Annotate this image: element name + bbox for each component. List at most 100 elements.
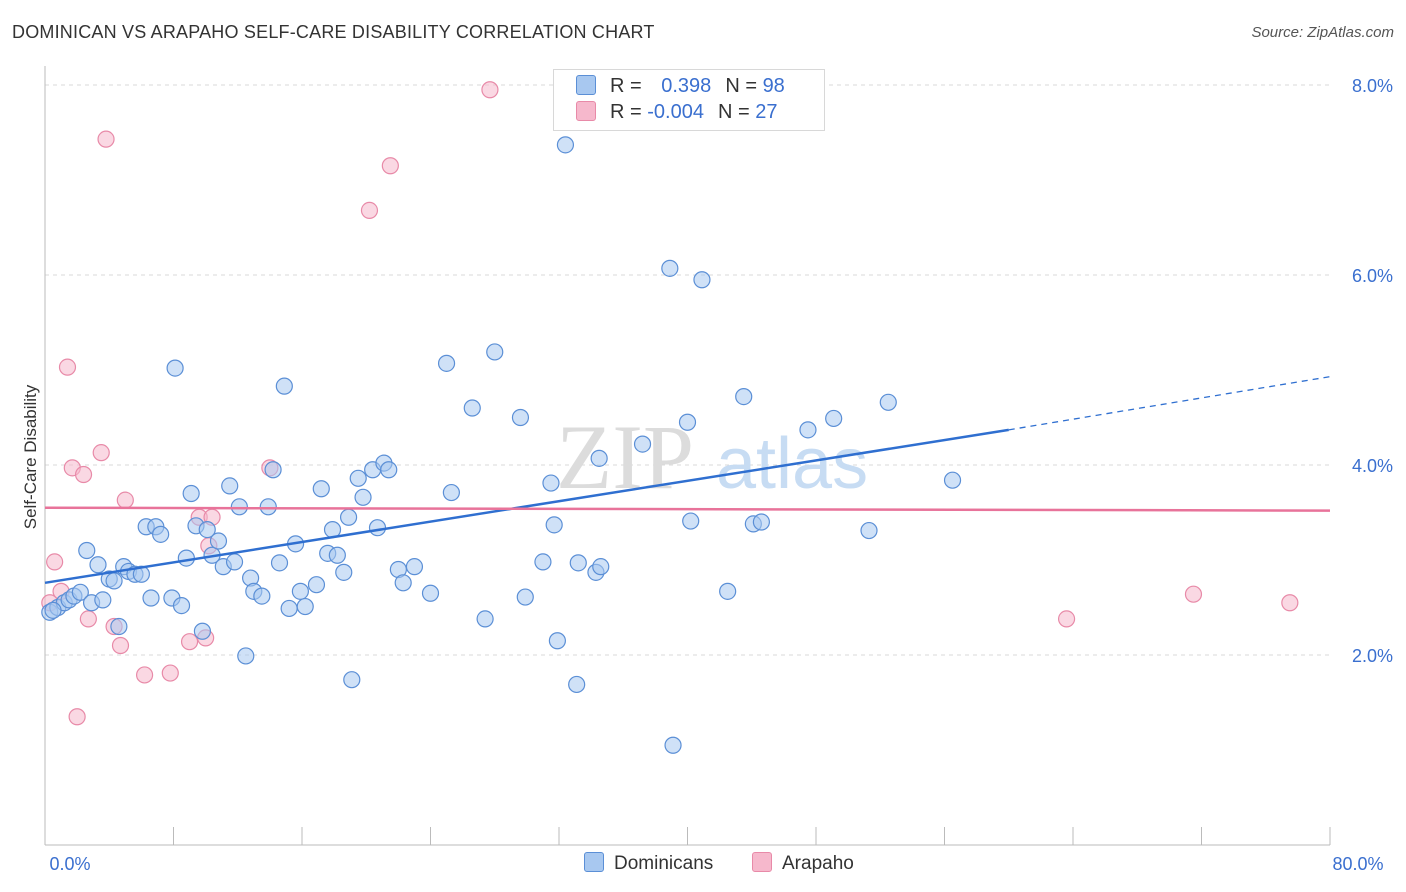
data-point [1184,585,1203,603]
data-point [105,572,123,590]
data-point [209,532,228,550]
x-tick-label-max: 80.0% [1332,854,1383,874]
data-point [542,474,560,492]
data-point [94,591,112,609]
bottom-legend-swatch-pink [752,852,772,872]
data-point [142,589,160,607]
source-label: Source: ZipAtlas.com [1251,24,1394,41]
data-point [735,388,753,406]
y-tick-label: 2.0% [1352,646,1393,666]
data-point [280,599,298,618]
arapaho-trend-line [44,506,1331,512]
data-point [68,708,86,726]
data-point [97,130,115,148]
legend-row-dominicans: R = 0.398 N = 98 [576,75,785,101]
data-point [463,399,481,417]
legend-n-label: N = [717,101,756,123]
legend-r-value: -0.004 [647,101,704,123]
data-point [592,558,610,576]
y-tick-labels: 2.0% 4.0% 6.0% 8.0% [1352,76,1393,666]
legend-r-value: 0.398 [661,75,712,97]
bottom-legend-swatch-blue [584,852,604,872]
data-point [264,461,282,479]
data-point [253,587,271,605]
data-point [230,498,248,516]
data-point [221,477,239,495]
data-point [135,666,154,684]
data-point [354,488,372,506]
data-point [339,508,358,526]
dominicans-trend-line [44,428,1009,585]
data-point [664,736,682,754]
data-point [693,271,711,289]
data-point [1281,594,1299,612]
data-point [568,675,586,694]
legend-n-value: 27 [755,101,778,123]
data-point [545,516,563,534]
data-point [166,359,184,377]
data-point [360,201,379,219]
data-point [486,343,504,361]
x-ticks [44,827,1331,845]
data-point [161,664,179,682]
data-point [328,546,346,564]
data-point [633,435,652,453]
legend-swatch-pink [576,101,596,121]
data-point [198,520,216,539]
y-tick-label: 6.0% [1352,266,1393,286]
data-point [678,413,697,431]
data-point [275,377,293,395]
legend-n-value: 98 [762,75,785,97]
data-point [44,601,62,619]
data-point [943,471,962,489]
data-point [270,554,289,572]
data-point [879,393,897,411]
correlation-legend: R = 0.398 N = 98 R = -0.004 N = 27 [553,69,825,131]
data-point [590,449,608,467]
y-tick-label: 8.0% [1352,76,1393,96]
data-point [380,461,398,479]
legend-swatch-blue [576,75,596,95]
data-point [368,519,387,537]
data-point [177,549,195,567]
data-point [116,491,134,509]
bottom-legend-arapaho: Arapaho [752,852,854,875]
data-point [682,512,700,530]
data-point [46,553,64,571]
data-point [381,157,399,175]
data-point [58,358,77,376]
data-point [78,541,96,560]
data-point [661,259,679,277]
data-point [548,632,566,650]
data-point [860,521,878,540]
data-point [312,480,330,498]
data-point [752,513,770,531]
chart-title: DOMINICAN VS ARAPAHO SELF-CARE DISABILIT… [12,22,655,42]
data-point [110,617,128,636]
y-axis-label: Self-Care Disability [21,384,40,529]
watermark-zip: ZIP [556,406,694,508]
data-point [237,647,255,665]
data-point [442,483,460,502]
data-point [259,498,277,516]
data-point [534,553,552,571]
data-point [421,584,440,602]
legend-r-label: R = [610,75,648,97]
data-point [172,596,191,615]
data-point [180,633,199,651]
data-point [437,354,456,372]
data-point [476,610,494,628]
data-point [1057,610,1076,628]
data-point [349,469,367,487]
legend-row-arapaho: R = -0.004 N = 27 [576,101,777,127]
legend-n-label: N = [725,75,763,97]
data-point [516,588,534,606]
data-point [111,636,130,655]
data-point [193,622,212,640]
dominicans-trend-extension [1008,376,1331,431]
x-tick-label-min: 0.0% [49,854,90,874]
trend-lines [44,376,1331,585]
data-point [825,409,843,428]
y-tick-label: 4.0% [1352,456,1393,476]
data-point [79,610,97,628]
